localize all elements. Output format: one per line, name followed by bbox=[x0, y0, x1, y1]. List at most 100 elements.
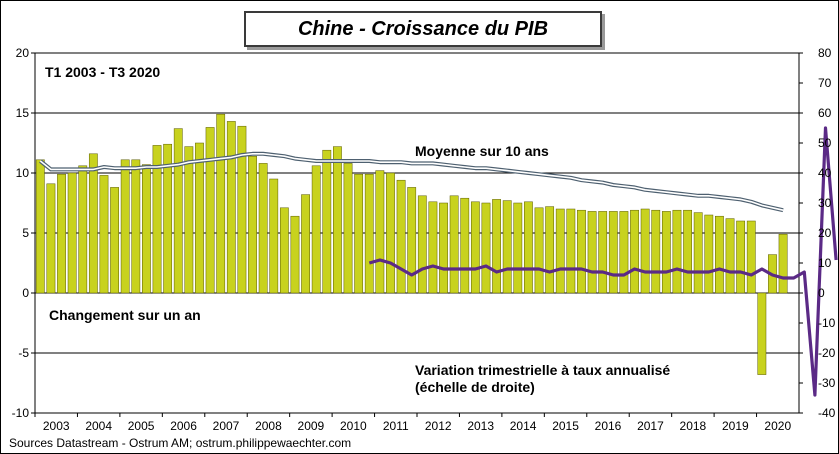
bar bbox=[460, 197, 470, 294]
year-tick-label: 2017 bbox=[637, 419, 664, 433]
bar bbox=[57, 173, 66, 294]
left-tick-label: 20 bbox=[16, 46, 30, 60]
right-tick-label: 10 bbox=[818, 256, 832, 270]
bar bbox=[534, 207, 544, 294]
bar bbox=[386, 172, 395, 294]
year-tick-label: 2019 bbox=[722, 419, 749, 433]
year-tick-label: 2016 bbox=[595, 419, 622, 433]
right-tick-label: -20 bbox=[818, 346, 836, 360]
bar bbox=[746, 220, 756, 294]
bar bbox=[640, 208, 650, 294]
bar bbox=[216, 113, 226, 294]
bar bbox=[375, 170, 385, 294]
bar bbox=[311, 165, 321, 294]
bar bbox=[131, 159, 141, 294]
bar bbox=[587, 211, 597, 294]
right-tick-label: 30 bbox=[818, 196, 832, 210]
right-tick-label: 0 bbox=[818, 286, 825, 300]
year-tick-label: 2003 bbox=[43, 419, 70, 433]
bar bbox=[661, 211, 671, 294]
bar bbox=[407, 187, 417, 294]
bar bbox=[608, 211, 618, 294]
right-tick-label: 70 bbox=[818, 76, 832, 90]
left-tick-label: 15 bbox=[16, 106, 30, 120]
bar bbox=[333, 146, 342, 294]
bar bbox=[566, 208, 576, 294]
bar bbox=[502, 200, 512, 294]
bar bbox=[354, 173, 364, 294]
year-tick-label: 2009 bbox=[298, 419, 325, 433]
bar bbox=[152, 145, 162, 294]
right-tick-label: 40 bbox=[818, 166, 832, 180]
bar bbox=[757, 292, 767, 375]
year-tick-label: 2013 bbox=[467, 419, 494, 433]
left-tick-label: -10 bbox=[12, 406, 30, 420]
right-tick-label: 50 bbox=[818, 136, 832, 150]
year-tick-label: 2015 bbox=[552, 419, 579, 433]
bar bbox=[651, 209, 661, 294]
bar bbox=[683, 209, 692, 294]
bar bbox=[513, 202, 523, 294]
bar bbox=[672, 209, 682, 294]
bar bbox=[619, 211, 629, 294]
source-note: Sources Datastream - Ostrum AM; ostrum.p… bbox=[9, 436, 352, 450]
bar bbox=[279, 207, 289, 294]
bar bbox=[184, 146, 194, 294]
year-tick-label: 2008 bbox=[255, 419, 282, 433]
bar bbox=[142, 164, 151, 294]
bar bbox=[704, 214, 714, 294]
yoy-annotation: Changement sur un an bbox=[49, 307, 201, 323]
bar bbox=[577, 209, 586, 294]
bar bbox=[449, 195, 459, 294]
bar bbox=[725, 218, 735, 294]
left-tick-label: 0 bbox=[22, 286, 29, 300]
right-tick-label: 60 bbox=[818, 106, 832, 120]
year-tick-label: 2006 bbox=[170, 419, 197, 433]
bar bbox=[736, 220, 746, 294]
bar bbox=[99, 175, 109, 294]
bar bbox=[205, 127, 215, 294]
bar bbox=[173, 128, 183, 294]
bar bbox=[290, 215, 300, 294]
avg-annotation: Moyenne sur 10 ans bbox=[415, 143, 549, 159]
bar bbox=[693, 212, 703, 294]
bar bbox=[322, 149, 332, 294]
right-tick-label: -40 bbox=[818, 406, 836, 420]
chart-title: Chine - Croissance du PIB bbox=[244, 11, 602, 47]
right-tick-label: 20 bbox=[818, 226, 832, 240]
bar bbox=[439, 202, 448, 294]
bar bbox=[258, 163, 268, 294]
year-tick-label: 2004 bbox=[85, 419, 112, 433]
bar bbox=[301, 194, 310, 294]
bar bbox=[88, 153, 98, 294]
bar bbox=[195, 142, 204, 294]
bar bbox=[226, 121, 236, 294]
bar bbox=[524, 201, 533, 294]
year-tick-label: 2014 bbox=[510, 419, 537, 433]
year-tick-label: 2018 bbox=[680, 419, 707, 433]
period-label: T1 2003 - T3 2020 bbox=[45, 64, 160, 80]
year-tick-label: 2011 bbox=[383, 419, 409, 433]
bar bbox=[35, 159, 45, 294]
year-tick-label: 2007 bbox=[213, 419, 240, 433]
right-tick-label: 80 bbox=[818, 46, 832, 60]
bar bbox=[343, 163, 353, 294]
bar bbox=[120, 159, 130, 294]
left-tick-label: 5 bbox=[22, 226, 29, 240]
bar bbox=[110, 187, 119, 294]
bar bbox=[237, 125, 247, 294]
bar bbox=[481, 202, 491, 294]
year-tick-label: 2012 bbox=[425, 419, 452, 433]
bar bbox=[78, 165, 88, 294]
ten-year-average-line-inner bbox=[39, 153, 784, 211]
bar bbox=[163, 143, 173, 294]
bar bbox=[396, 179, 406, 294]
qoq-annotation-line2: (échelle de droite) bbox=[415, 379, 535, 395]
bar bbox=[428, 201, 438, 294]
bar bbox=[46, 183, 56, 294]
bar bbox=[417, 195, 427, 294]
right-tick-label: -10 bbox=[818, 316, 836, 330]
year-tick-label: 2005 bbox=[128, 419, 155, 433]
